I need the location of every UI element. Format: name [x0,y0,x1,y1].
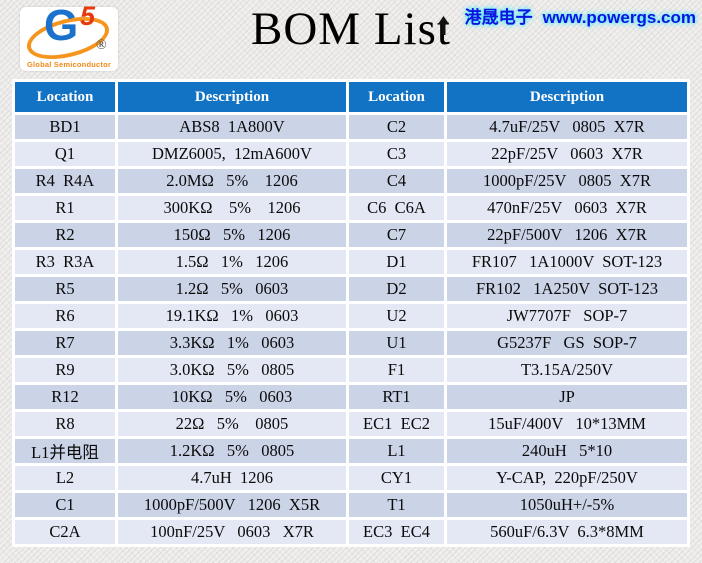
header-row: Location Description Location Descriptio… [15,82,687,112]
description-cell: 1.2Ω 5% 0603 [118,277,346,301]
bom-row: R5 1.2Ω 5% 0603 D2 FR102 1A250V SOT-123 [15,277,687,301]
header-description-1: Description [118,82,346,112]
location-cell: EC1 EC2 [349,412,444,436]
description-cell: 4.7uH 1206 [118,466,346,490]
bom-row: L1并电阻 1.2KΩ 5% 0805 L1 240uH 5*10 [15,439,687,463]
location-cell: L1并电阻 [15,439,115,463]
description-cell: 3.0KΩ 5% 0805 [118,358,346,382]
description-cell: 300KΩ 5% 1206 [118,196,346,220]
bom-row: R7 3.3KΩ 1% 0603 U1 G5237F GS SOP-7 [15,331,687,355]
location-cell: C3 [349,142,444,166]
location-cell: R2 [15,223,115,247]
location-cell: C2 [349,115,444,139]
location-cell: D1 [349,250,444,274]
location-cell: R12 [15,385,115,409]
description-cell: 470nF/25V 0603 X7R [447,196,687,220]
description-cell: 1000pF/25V 0805 X7R [447,169,687,193]
bom-row: C2A 100nF/25V 0603 X7R EC3 EC4 560uF/6.3… [15,520,687,544]
location-cell: D2 [349,277,444,301]
logo-letter-g: G [44,1,79,50]
location-cell: RT1 [349,385,444,409]
bom-row: R12 10KΩ 5% 0603 RT1 JP [15,385,687,409]
location-cell: U2 [349,304,444,328]
bom-row: L2 4.7uH 1206 CY1 Y-CAP, 220pF/250V [15,466,687,490]
bom-row: Q1 DMZ6005, 12mA600V C3 22pF/25V 0603 X7… [15,142,687,166]
location-cell: F1 [349,358,444,382]
description-cell: 22pF/25V 0603 X7R [447,142,687,166]
location-cell: R5 [15,277,115,301]
location-cell: C2A [15,520,115,544]
location-cell: C7 [349,223,444,247]
bom-row: R3 R3A 1.5Ω 1% 1206 D1 FR107 1A1000V SOT… [15,250,687,274]
location-cell: R4 R4A [15,169,115,193]
location-cell: C1 [15,493,115,517]
company-logo: G 5 ® Global Semiconductor [20,1,118,71]
description-cell: 1.5Ω 1% 1206 [118,250,346,274]
header-description-2: Description [447,82,687,112]
watermark: 港晟电子 www.powergs.com [465,3,696,28]
description-cell: JP [447,385,687,409]
description-cell: ABS8 1A800V [118,115,346,139]
location-cell: L1 [349,439,444,463]
bom-row: R8 22Ω 5% 0805 EC1 EC2 15uF/400V 10*13MM [15,412,687,436]
bom-row: R2 150Ω 5% 1206 C7 22pF/500V 1206 X7R [15,223,687,247]
description-cell: FR107 1A1000V SOT-123 [447,250,687,274]
description-cell: 10KΩ 5% 0603 [118,385,346,409]
description-cell: 150Ω 5% 1206 [118,223,346,247]
description-cell: FR102 1A250V SOT-123 [447,277,687,301]
logo-caption: Global Semiconductor [26,60,111,69]
description-cell: DMZ6005, 12mA600V [118,142,346,166]
header-location-1: Location [15,82,115,112]
description-cell: 22Ω 5% 0805 [118,412,346,436]
location-cell: R1 [15,196,115,220]
location-cell: Q1 [15,142,115,166]
description-cell: 22pF/500V 1206 X7R [447,223,687,247]
cursor-icon [437,16,450,41]
location-cell: T1 [349,493,444,517]
location-cell: R8 [15,412,115,436]
location-cell: EC3 EC4 [349,520,444,544]
description-cell: 240uH 5*10 [447,439,687,463]
description-cell: 15uF/400V 10*13MM [447,412,687,436]
page-title: BOM List [251,3,451,55]
watermark-url: www.powergs.com [542,8,696,27]
description-cell: 4.7uF/25V 0805 X7R [447,115,687,139]
bom-table: Location Description Location Descriptio… [12,79,690,547]
description-cell: Y-CAP, 220pF/250V [447,466,687,490]
header-location-2: Location [349,82,444,112]
description-cell: G5237F GS SOP-7 [447,331,687,355]
description-cell: 1000pF/500V 1206 X5R [118,493,346,517]
location-cell: L2 [15,466,115,490]
location-cell: U1 [349,331,444,355]
location-cell: BD1 [15,115,115,139]
bom-row: R1 300KΩ 5% 1206 C6 C6A 470nF/25V 0603 X… [15,196,687,220]
description-cell: 19.1KΩ 1% 0603 [118,304,346,328]
description-cell: 100nF/25V 0603 X7R [118,520,346,544]
location-cell: R3 R3A [15,250,115,274]
description-cell: 2.0MΩ 5% 1206 [118,169,346,193]
bom-row: R4 R4A 2.0MΩ 5% 1206 C4 1000pF/25V 0805 … [15,169,687,193]
description-cell: 560uF/6.3V 6.3*8MM [447,520,687,544]
location-cell: C6 C6A [349,196,444,220]
description-cell: T3.15A/250V [447,358,687,382]
location-cell: R9 [15,358,115,382]
description-cell: 1050uH+/-5% [447,493,687,517]
description-cell: JW7707F SOP-7 [447,304,687,328]
bom-row: BD1 ABS8 1A800V C2 4.7uF/25V 0805 X7R [15,115,687,139]
location-cell: CY1 [349,466,444,490]
bom-row: R6 19.1KΩ 1% 0603 U2 JW7707F SOP-7 [15,304,687,328]
description-cell: 3.3KΩ 1% 0603 [118,331,346,355]
location-cell: R7 [15,331,115,355]
bom-row: C1 1000pF/500V 1206 X5R T1 1050uH+/-5% [15,493,687,517]
logo-digit-5: 5 [80,1,96,31]
registered-trademark-icon: ® [96,38,107,53]
location-cell: C4 [349,169,444,193]
watermark-company-name: 港晟电子 [464,8,533,27]
location-cell: R6 [15,304,115,328]
bom-row: R9 3.0KΩ 5% 0805 F1 T3.15A/250V [15,358,687,382]
description-cell: 1.2KΩ 5% 0805 [118,439,346,463]
